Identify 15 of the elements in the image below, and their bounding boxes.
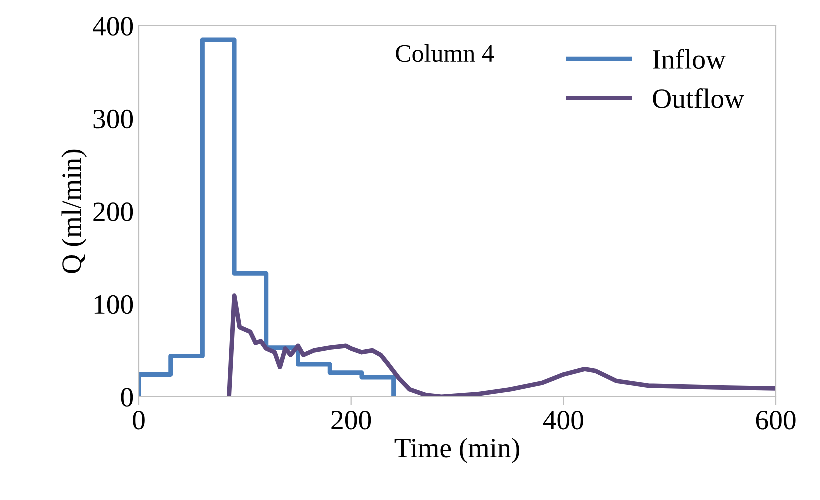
y-tick-label: 0 <box>121 388 134 407</box>
x-tick-label: 600 <box>756 410 796 430</box>
x-tick-label: 400 <box>543 410 584 430</box>
text: Column 4 <box>396 44 494 62</box>
y-tick-label: 100 <box>94 295 134 314</box>
line-series <box>139 38 396 397</box>
legend-label: Inflow <box>653 49 726 70</box>
y-axis-title: Q (ml/min) <box>62 150 87 274</box>
y-tick-label: 400 <box>93 17 134 36</box>
legend-label: Outflow <box>653 88 745 108</box>
y-tick-label: 200 <box>94 202 134 222</box>
line-series <box>227 294 776 397</box>
x-axis-title: Time (min) <box>394 438 520 464</box>
x-tick-label: 200 <box>332 410 372 430</box>
y-tick-label: 300 <box>94 110 134 129</box>
